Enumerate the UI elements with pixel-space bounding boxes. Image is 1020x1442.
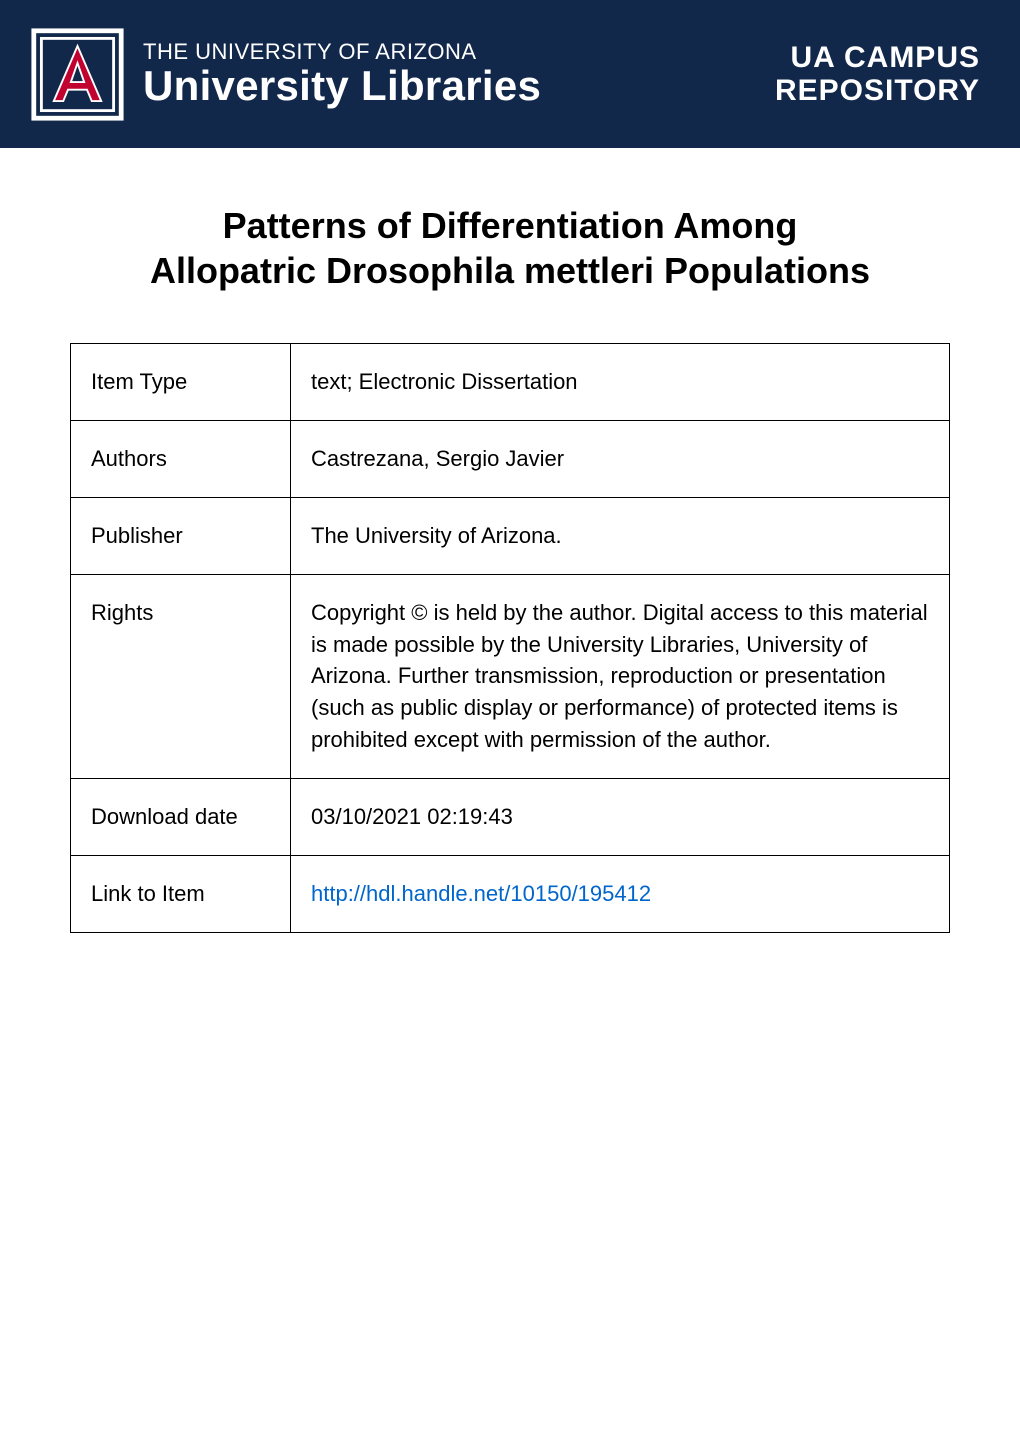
- table-row: Link to Item http://hdl.handle.net/10150/…: [71, 856, 950, 933]
- repo-line1: UA CAMPUS: [775, 41, 980, 74]
- meta-value: text; Electronic Dissertation: [291, 344, 950, 421]
- ua-logo-icon: [30, 27, 125, 122]
- table-row: PublisherThe University of Arizona.: [71, 497, 950, 574]
- page-content: Patterns of Differentiation Among Allopa…: [0, 148, 1020, 933]
- meta-value: Copyright © is held by the author. Digit…: [291, 574, 950, 778]
- table-row: Item Typetext; Electronic Dissertation: [71, 344, 950, 421]
- meta-key: Publisher: [71, 497, 291, 574]
- meta-key: Item Type: [71, 344, 291, 421]
- title-line-1: Patterns of Differentiation Among: [70, 203, 950, 248]
- table-row: RightsCopyright © is held by the author.…: [71, 574, 950, 778]
- branding-text: THE UNIVERSITY OF ARIZONA University Lib…: [143, 40, 541, 107]
- repo-line2: REPOSITORY: [775, 74, 980, 107]
- table-row: Download date03/10/2021 02:19:43: [71, 779, 950, 856]
- libraries-name: University Libraries: [143, 64, 541, 108]
- item-link[interactable]: http://hdl.handle.net/10150/195412: [311, 881, 651, 906]
- banner-left: THE UNIVERSITY OF ARIZONA University Lib…: [30, 27, 541, 122]
- metadata-table: Item Typetext; Electronic DissertationAu…: [70, 343, 950, 933]
- meta-key: Rights: [71, 574, 291, 778]
- banner-right: UA CAMPUS REPOSITORY: [775, 41, 980, 107]
- university-name: THE UNIVERSITY OF ARIZONA: [143, 40, 541, 63]
- repository-banner: THE UNIVERSITY OF ARIZONA University Lib…: [0, 0, 1020, 148]
- title-line-2: Allopatric Drosophila mettleri Populatio…: [70, 248, 950, 293]
- metadata-tbody: Item Typetext; Electronic DissertationAu…: [71, 344, 950, 933]
- meta-value: Castrezana, Sergio Javier: [291, 420, 950, 497]
- meta-key: Download date: [71, 779, 291, 856]
- meta-value: The University of Arizona.: [291, 497, 950, 574]
- meta-value: 03/10/2021 02:19:43: [291, 779, 950, 856]
- meta-value: http://hdl.handle.net/10150/195412: [291, 856, 950, 933]
- document-title: Patterns of Differentiation Among Allopa…: [70, 203, 950, 293]
- table-row: AuthorsCastrezana, Sergio Javier: [71, 420, 950, 497]
- meta-key: Link to Item: [71, 856, 291, 933]
- meta-key: Authors: [71, 420, 291, 497]
